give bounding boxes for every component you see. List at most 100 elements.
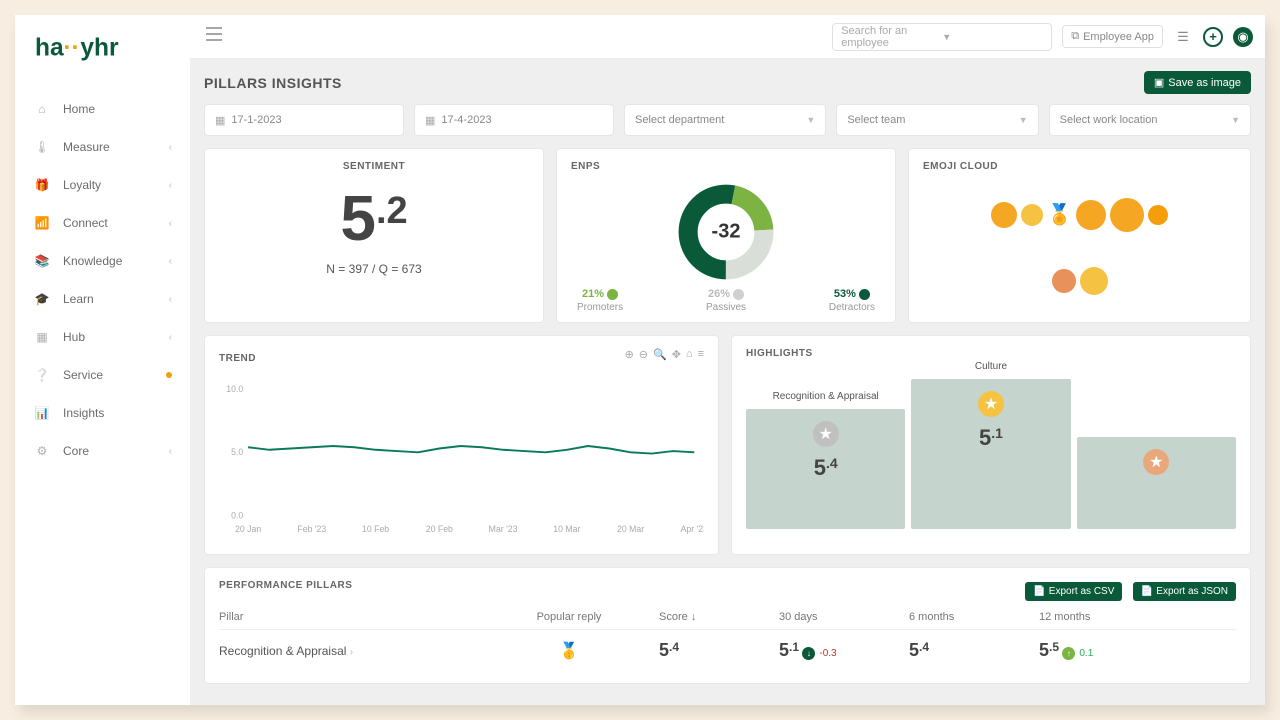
podium-score-w: 5 bbox=[814, 455, 826, 480]
sidebar-item-home[interactable]: ⌂Home bbox=[23, 90, 182, 128]
performance-pillars-card: PERFORMANCE PILLARS 📄Export as CSV 📄Expo… bbox=[204, 567, 1251, 684]
score-d: .4 bbox=[669, 640, 679, 654]
employee-app-label: Employee App bbox=[1083, 31, 1154, 43]
search-icon[interactable]: 🔍 bbox=[653, 348, 667, 361]
location-select[interactable]: Select work location ▼ bbox=[1049, 104, 1251, 136]
sidebar-item-learn[interactable]: 🎓Learn‹ bbox=[23, 280, 182, 318]
list-icon[interactable]: ☰ bbox=[1173, 27, 1193, 47]
podium-name: Culture bbox=[975, 361, 1007, 372]
gift-icon: 🎁 bbox=[33, 176, 51, 194]
trend-toolbar: ⊕ ⊖ 🔍 ✥ ⌂ ≡ bbox=[625, 348, 704, 361]
emoji-icon bbox=[1080, 267, 1108, 295]
col-score[interactable]: Score ↓ bbox=[659, 611, 779, 623]
calendar-icon: ▦ bbox=[215, 114, 225, 127]
zoom-out-icon[interactable]: ⊖ bbox=[639, 348, 648, 361]
sidebar-item-measure[interactable]: 🌡Measure‹ bbox=[23, 128, 182, 166]
sidebar-item-service[interactable]: ❔ Service bbox=[23, 356, 182, 394]
employee-app-button[interactable]: ⧉ Employee App bbox=[1062, 25, 1163, 48]
trend-chart: 10.05.00.020 JanFeb '2310 Feb20 FebMar '… bbox=[219, 382, 704, 542]
menu-toggle-icon[interactable] bbox=[202, 23, 226, 50]
dept-placeholder: Select department bbox=[635, 114, 724, 126]
emoji-cloud-card: EMOJI CLOUD 🏅 bbox=[908, 148, 1251, 323]
chevron-down-icon: ▼ bbox=[1231, 115, 1240, 125]
pillar-name: Recognition & Appraisal bbox=[219, 644, 346, 658]
sidebar-item-connect[interactable]: 📶Connect‹ bbox=[23, 204, 182, 242]
sidebar-item-label: Connect bbox=[63, 216, 169, 230]
sidebar-item-label: Hub bbox=[63, 330, 169, 344]
sad-icon bbox=[859, 289, 870, 300]
sidebar-item-insights[interactable]: 📊Insights bbox=[23, 394, 182, 432]
export-json-label: Export as JSON bbox=[1156, 586, 1228, 597]
table-row[interactable]: Recognition & Appraisal › 🥇 5.4 5.1 ↓-0.… bbox=[219, 630, 1236, 671]
sidebar-item-label: Insights bbox=[63, 406, 172, 420]
save-as-image-button[interactable]: ▣ Save as image bbox=[1144, 71, 1251, 94]
menu-icon[interactable]: ≡ bbox=[698, 348, 704, 361]
chevron-right-icon: › bbox=[350, 647, 353, 658]
department-select[interactable]: Select department▼ bbox=[624, 104, 826, 136]
home-icon: ⌂ bbox=[33, 100, 51, 118]
sentiment-sub: N = 397 / Q = 673 bbox=[219, 262, 529, 276]
notification-dot bbox=[166, 372, 172, 378]
date-to-value: 17-4-2023 bbox=[441, 114, 491, 126]
date-to-input[interactable]: ▦17-4-2023 bbox=[414, 104, 614, 136]
trend-card: TREND ⊕ ⊖ 🔍 ✥ ⌂ ≡ 10.05.00.020 JanFeb '2… bbox=[204, 335, 719, 555]
file-icon: 📄 bbox=[1033, 586, 1045, 597]
sidebar-item-core[interactable]: ⚙Core‹ bbox=[23, 432, 182, 470]
add-button[interactable]: + bbox=[1203, 27, 1223, 47]
sidebar-item-hub[interactable]: ▦Hub‹ bbox=[23, 318, 182, 356]
svg-text:20 Mar: 20 Mar bbox=[617, 524, 644, 534]
chevron-left-icon: ‹ bbox=[169, 332, 172, 343]
help-icon: ❔ bbox=[33, 366, 51, 384]
col-reply: Popular reply bbox=[479, 611, 659, 623]
sentiment-card: SENTIMENT 5.2 N = 397 / Q = 673 bbox=[204, 148, 544, 323]
sentiment-title: SENTIMENT bbox=[219, 161, 529, 172]
highlights-title: HIGHLIGHTS bbox=[746, 348, 1236, 359]
svg-text:20 Feb: 20 Feb bbox=[426, 524, 453, 534]
podium-score-d: .4 bbox=[826, 455, 838, 471]
gear-icon: ⚙ bbox=[33, 442, 51, 460]
home-icon[interactable]: ⌂ bbox=[686, 348, 693, 361]
logo: ha··yhr bbox=[15, 15, 190, 90]
podium-3rd: ★ bbox=[1077, 437, 1236, 529]
m12-d: .5 bbox=[1049, 640, 1059, 654]
pan-icon[interactable]: ✥ bbox=[672, 348, 681, 361]
emoji-cloud-title: EMOJI CLOUD bbox=[923, 161, 1236, 172]
sentiment-whole: 5 bbox=[340, 182, 376, 254]
promoters-legend: 21% Promoters bbox=[577, 288, 623, 313]
emoji-icon bbox=[1148, 205, 1168, 225]
nav: ⌂Home🌡Measure‹ 🎁 Loyalty ‹ 📶Connect‹📚Knowled… bbox=[15, 90, 190, 705]
col-pillar: Pillar bbox=[219, 611, 479, 623]
search-input[interactable]: Search for an employee ▼ bbox=[832, 23, 1052, 51]
col-6months: 6 months bbox=[909, 611, 1039, 623]
sidebar-item-label: Knowledge bbox=[63, 254, 169, 268]
topbar: Search for an employee ▼ ⧉ Employee App … bbox=[190, 15, 1265, 59]
sidebar-item-label: Service bbox=[63, 368, 162, 382]
svg-text:10 Feb: 10 Feb bbox=[362, 524, 389, 534]
globe-icon[interactable]: ◉ bbox=[1233, 27, 1253, 47]
arrow-down-icon: ↓ bbox=[802, 647, 815, 660]
export-json-button[interactable]: 📄Export as JSON bbox=[1133, 582, 1236, 601]
sidebar: ha··yhr ⌂Home🌡Measure‹ 🎁 Loyalty ‹ 📶Connect‹… bbox=[15, 15, 190, 705]
emoji-icon bbox=[1076, 200, 1106, 230]
emoji-area: 🏅 bbox=[980, 182, 1180, 310]
passives-pct: 26% bbox=[708, 288, 730, 300]
gold-medal-icon: ★ bbox=[978, 391, 1004, 417]
sidebar-item-label: Loyalty bbox=[63, 178, 169, 192]
sentiment-score: 5.2 bbox=[219, 190, 529, 248]
d30-w: 5 bbox=[779, 640, 789, 660]
team-select[interactable]: Select team▼ bbox=[836, 104, 1038, 136]
zoom-in-icon[interactable]: ⊕ bbox=[625, 348, 634, 361]
chevron-left-icon: ‹ bbox=[169, 142, 172, 153]
detractors-pct: 53% bbox=[834, 288, 856, 300]
export-csv-label: Export as CSV bbox=[1049, 586, 1115, 597]
loc-placeholder: Select work location bbox=[1060, 114, 1158, 126]
date-from-input[interactable]: ▦17-1-2023 bbox=[204, 104, 404, 136]
m12-delta: 0.1 bbox=[1079, 648, 1093, 659]
sidebar-item-loyalty[interactable]: 🎁Loyalty‹ bbox=[23, 166, 182, 204]
thermometer-icon: 🌡 bbox=[33, 138, 51, 156]
svg-text:5.0: 5.0 bbox=[231, 447, 243, 457]
save-label: Save as image bbox=[1168, 77, 1241, 89]
enps-card: ENPS -32 21% Promoters 26% bbox=[556, 148, 896, 323]
export-csv-button[interactable]: 📄 Export as CSV bbox=[1025, 582, 1122, 601]
sidebar-item-knowledge[interactable]: 📚Knowledge‹ bbox=[23, 242, 182, 280]
